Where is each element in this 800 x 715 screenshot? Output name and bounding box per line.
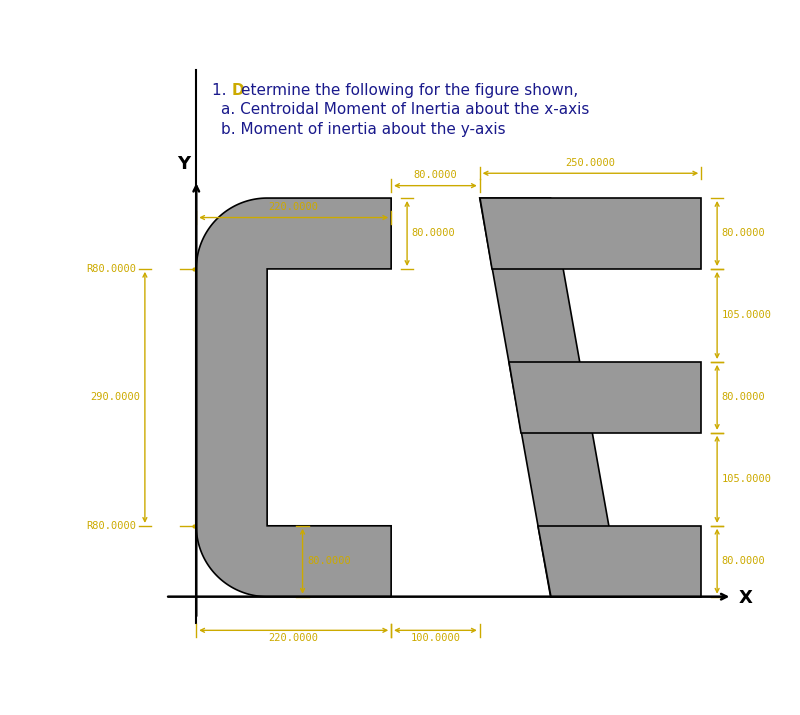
Text: D: D [232,83,244,98]
Text: R80.0000: R80.0000 [86,264,136,274]
Text: 100.0000: 100.0000 [410,633,461,643]
Text: X: X [738,589,752,608]
Text: 80.0000: 80.0000 [722,393,766,403]
Text: etermine the following for the figure shown,: etermine the following for the figure sh… [241,83,578,98]
Text: 1.: 1. [212,83,231,98]
Polygon shape [480,198,622,596]
Text: a. Centroidal Moment of Inertia about the x-axis: a. Centroidal Moment of Inertia about th… [221,102,590,117]
Text: 220.0000: 220.0000 [269,202,318,212]
Text: 105.0000: 105.0000 [722,310,771,320]
Polygon shape [196,198,391,596]
Polygon shape [480,198,701,269]
Text: b. Moment of inertia about the y-axis: b. Moment of inertia about the y-axis [221,122,506,137]
Text: 220.0000: 220.0000 [269,633,318,643]
Polygon shape [538,526,701,596]
Polygon shape [509,362,701,433]
Text: 80.0000: 80.0000 [722,229,766,239]
Text: R80.0000: R80.0000 [86,521,136,531]
Text: 250.0000: 250.0000 [566,158,615,168]
Text: 290.0000: 290.0000 [90,393,141,403]
Text: 80.0000: 80.0000 [307,556,350,566]
Text: 80.0000: 80.0000 [414,170,458,180]
Text: 80.0000: 80.0000 [411,229,455,239]
Text: Y: Y [178,155,190,173]
Text: 80.0000: 80.0000 [722,556,766,566]
Text: 105.0000: 105.0000 [722,474,771,484]
